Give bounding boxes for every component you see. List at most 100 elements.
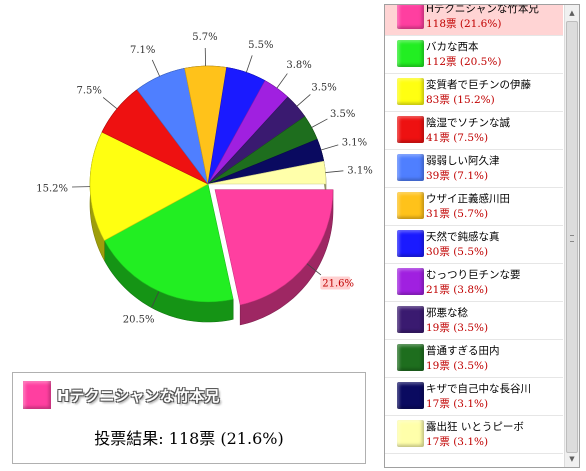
legend-item-name: キザで自己中な長谷川 — [426, 383, 531, 395]
legend-item[interactable]: バカな西本 112票 (20.5%) — [385, 36, 563, 74]
legend-item-name: むっつり巨チンな要 — [426, 269, 521, 281]
legend-color-swatch — [397, 78, 424, 105]
legend-item[interactable]: むっつり巨チンな要 21票 (3.8%) — [385, 264, 563, 302]
legend-color-swatch — [397, 40, 424, 67]
legend-color-swatch — [397, 192, 424, 219]
legend-item-name: Hテクニシャンな竹本兄 — [426, 4, 539, 15]
pie-chart: 21.6% 20.5% 15.2% 7.5% 7.1% 5.7% 5.5% 3.8% 3.5% 3… — [0, 0, 380, 360]
pie-percent-label: 3.8% — [286, 60, 311, 71]
scroll-thumb[interactable] — [566, 21, 578, 453]
pie-percent-label: 3.1% — [342, 137, 367, 148]
pie-leader-line — [320, 144, 339, 151]
legend-text: ウザイ正義感川田 31票 (5.7%) — [426, 192, 510, 222]
legend-text: Hテクニシャンな竹本兄 118票 (21.6%) — [426, 4, 539, 32]
pie-label-highlight — [320, 276, 351, 290]
legend-color-swatch — [397, 116, 424, 143]
scroll-up-icon[interactable]: ▲ — [569, 9, 575, 17]
legend-text: バカな西本 112票 (20.5%) — [426, 40, 501, 70]
legend-item-name: 変質者で巨チンの伊藤 — [426, 79, 531, 91]
legend-item-votes: 112票 (20.5%) — [426, 56, 502, 68]
legend-item-votes: 21票 (3.8%) — [426, 284, 489, 296]
legend-item-name: 陰湿でソチンな誠 — [426, 117, 510, 129]
legend-item-votes: 39票 (7.1%) — [426, 170, 489, 182]
pie-leader-line — [151, 291, 160, 308]
pie-labels: 21.6% 20.5% 15.2% 7.5% 7.1% 5.7% 5.5% 3.8% 3.5% 3… — [36, 32, 372, 326]
pie-slice[interactable] — [89, 131, 209, 241]
selected-color-swatch — [23, 381, 51, 409]
legend-item-votes: 83票 (15.2%) — [426, 94, 495, 106]
pie-leader-line — [102, 97, 118, 110]
legend-color-swatch — [397, 230, 424, 257]
legend-color-swatch — [397, 268, 424, 295]
legend-color-swatch — [397, 306, 424, 333]
selected-item-info: Hテクニシャンな竹本兄 投票結果: 118票 (21.6%) — [12, 372, 366, 464]
pie-percent-label: 15.2% — [36, 183, 68, 194]
pie-percent-label: 7.5% — [76, 86, 101, 97]
pie-percent-label: 3.5% — [311, 83, 336, 94]
pie-percent-label: 21.6% — [322, 278, 354, 289]
legend-item[interactable]: 普通すぎる田内 19票 (3.5%) — [385, 340, 563, 378]
legend-item-votes: 30票 (5.5%) — [426, 246, 489, 258]
pie-leader-line — [311, 118, 328, 128]
vote-result: 投票結果: 118票 (21.6%) — [94, 429, 284, 448]
legend-color-swatch — [397, 420, 424, 447]
legend-item-votes: 41票 (7.5%) — [426, 132, 489, 144]
legend-item-name: 邪悪な稔 — [426, 307, 468, 319]
pie-slice[interactable] — [103, 183, 234, 303]
legend-item[interactable]: Hテクニシャンな竹本兄 118票 (21.6%) — [385, 4, 563, 36]
legend-color-swatch — [397, 154, 424, 181]
pie-chart-svg: 21.6% 20.5% 15.2% 7.5% 7.1% 5.7% 5.5% 3.8% 3.5% 3… — [36, 32, 372, 326]
legend-list: Hテクニシャンな竹本兄 118票 (21.6%) バカな西本 112票 (20.5%)… — [385, 4, 563, 454]
pie-percent-label: 5.7% — [192, 32, 217, 43]
legend-item-name: 露出狂 いとうピーボ — [426, 421, 524, 433]
legend-text: 邪悪な稔 19票 (3.5%) — [426, 306, 488, 336]
pie-slice[interactable] — [214, 189, 334, 306]
legend-item[interactable]: 変質者で巨チンの伊藤 83票 (15.2%) — [385, 74, 563, 112]
legend-item[interactable]: 露出狂 いとうピーボ 17票 (3.1%) — [385, 416, 563, 454]
selected-item-name: Hテクニシャンな竹本兄 — [57, 387, 220, 405]
legend-text: 弱弱しい阿久津 39票 (7.1%) — [426, 154, 500, 184]
legend-item[interactable]: ウザイ正義感川田 31票 (5.7%) — [385, 188, 563, 226]
pie-percent-label: 7.1% — [130, 45, 155, 56]
legend-item[interactable]: 天然で鈍感な真 30票 (5.5%) — [385, 226, 563, 264]
legend-item[interactable]: キザで自己中な長谷川 17票 (3.1%) — [385, 378, 563, 416]
pie-leader-line — [325, 170, 344, 173]
pie-tops — [89, 65, 334, 306]
pie-percent-label: 3.1% — [347, 166, 372, 177]
scroll-grip-icon — [570, 235, 574, 242]
legend-item-votes: 17票 (3.1%) — [426, 398, 489, 410]
legend-text: 天然で鈍感な真 30票 (5.5%) — [426, 230, 500, 260]
legend-item-votes: 19票 (3.5%) — [426, 322, 489, 334]
legend-item[interactable]: 弱弱しい阿久津 39票 (7.1%) — [385, 150, 563, 188]
pie-leader-line — [245, 55, 253, 73]
legend-text: 変質者で巨チンの伊藤 83票 (15.2%) — [426, 78, 531, 108]
legend-item-votes: 19票 (3.5%) — [426, 360, 489, 372]
legend-item-name: 弱弱しい阿久津 — [426, 155, 500, 167]
legend-text: 露出狂 いとうピーボ 17票 (3.1%) — [426, 420, 524, 450]
pie-percent-label: 5.5% — [248, 40, 273, 51]
legend-item[interactable]: 邪悪な稔 19票 (3.5%) — [385, 302, 563, 340]
legend-item-name: ウザイ正義感川田 — [426, 193, 510, 205]
legend-item-votes: 31票 (5.7%) — [426, 208, 489, 220]
legend-color-swatch — [397, 382, 424, 409]
pie-leader-line — [306, 263, 322, 276]
pie-leader-line — [151, 59, 161, 77]
legend-item-votes: 17票 (3.1%) — [426, 436, 489, 448]
legend-item-name: 普通すぎる田内 — [426, 345, 500, 357]
legend-text: 普通すぎる田内 19票 (3.5%) — [426, 344, 500, 374]
scroll-down-icon[interactable]: ▼ — [569, 455, 575, 463]
legend-item-name: 天然で鈍感な真 — [426, 231, 500, 243]
legend-item-name: バカな西本 — [426, 41, 479, 53]
legend-item-votes: 118票 (21.6%) — [426, 18, 502, 30]
legend-text: キザで自己中な長谷川 17票 (3.1%) — [426, 382, 531, 412]
pie-percent-label: 3.5% — [330, 109, 355, 120]
pie-percent-label: 20.5% — [123, 315, 155, 326]
legend-scrollbar[interactable]: ▲ ▼ — [564, 5, 579, 467]
pie-leader-line — [296, 94, 311, 107]
pie-leader-line — [276, 73, 288, 89]
legend-item[interactable]: 陰湿でソチンな誠 41票 (7.5%) — [385, 112, 563, 150]
legend-text: むっつり巨チンな要 21票 (3.8%) — [426, 268, 521, 298]
legend-color-swatch — [397, 5, 424, 29]
legend-text: 陰湿でソチンな誠 41票 (7.5%) — [426, 116, 510, 146]
legend-panel[interactable]: Hテクニシャンな竹本兄 118票 (21.6%) バカな西本 112票 (20.5%)… — [384, 4, 580, 468]
